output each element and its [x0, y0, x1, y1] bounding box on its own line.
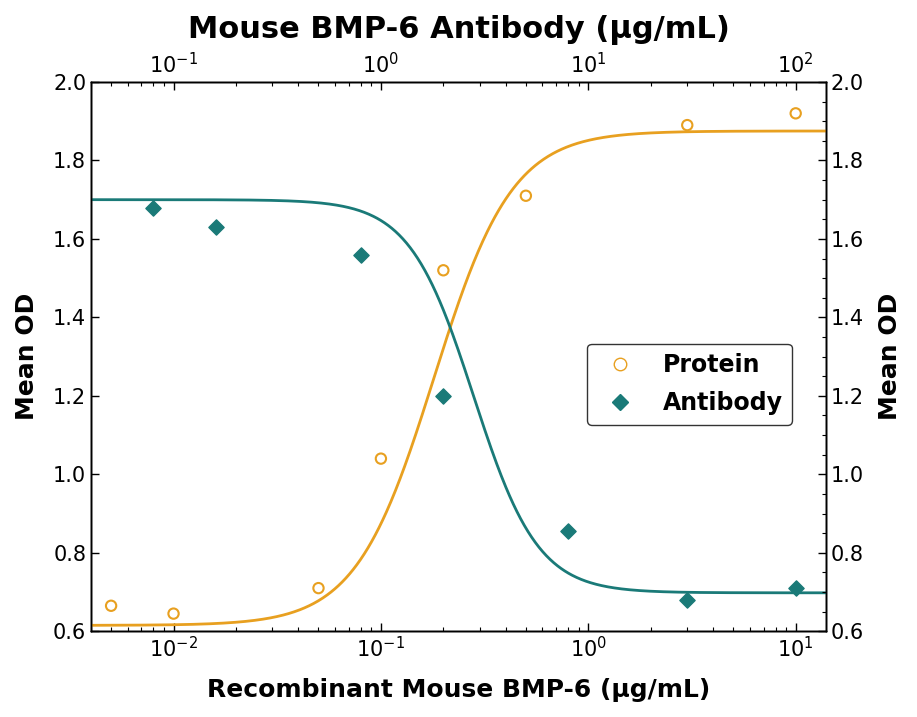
Point: [789, 108, 803, 119]
Point: [436, 390, 450, 402]
Point: [208, 222, 223, 233]
X-axis label: Recombinant Mouse BMP-6 (μg/mL): Recombinant Mouse BMP-6 (μg/mL): [207, 678, 710, 702]
Point: [789, 582, 803, 594]
Legend: Protein, Antibody: Protein, Antibody: [587, 343, 792, 424]
Point: [436, 265, 450, 276]
Point: [561, 526, 576, 537]
Point: [311, 582, 326, 594]
Point: [518, 190, 533, 201]
Point: [373, 453, 388, 465]
Point: [353, 249, 368, 260]
Point: [679, 594, 694, 606]
Point: [104, 600, 118, 612]
Point: [679, 119, 694, 130]
Y-axis label: Mean OD: Mean OD: [15, 293, 39, 420]
Point: [146, 201, 160, 213]
X-axis label: Mouse BMP-6 Antibody (μg/mL): Mouse BMP-6 Antibody (μg/mL): [188, 15, 729, 45]
Y-axis label: Mean OD: Mean OD: [878, 293, 902, 420]
Point: [166, 608, 181, 619]
